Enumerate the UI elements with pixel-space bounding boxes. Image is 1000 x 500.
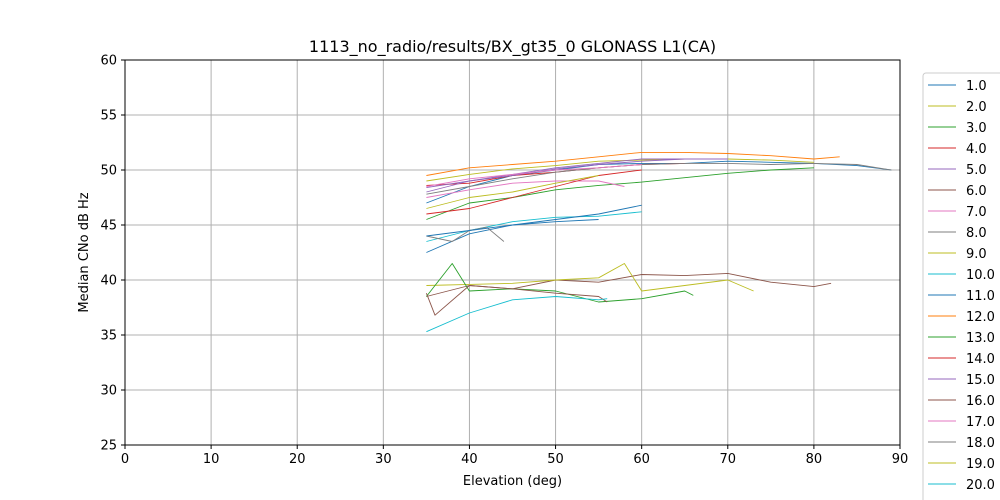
legend-label-5.0: 5.0 <box>966 163 987 178</box>
y-tick-label: 50 <box>100 164 117 179</box>
y-tick-label: 60 <box>100 54 117 69</box>
x-tick-label: 70 <box>720 452 737 467</box>
series-line-13.0 <box>426 263 694 303</box>
series-line-2.0 <box>426 158 814 182</box>
y-tick-label: 30 <box>100 384 117 399</box>
legend-label-19.0: 19.0 <box>966 457 995 472</box>
series-line-9.0 <box>426 263 754 292</box>
series-line-17.0 <box>426 164 642 187</box>
x-tick-label: 0 <box>121 452 129 467</box>
legend-box <box>922 72 1000 500</box>
x-axis-label: Elevation (deg) <box>463 474 562 489</box>
series-layer <box>425 151 892 333</box>
series-line-11.0 <box>426 204 642 253</box>
y-tick-label: 55 <box>100 109 117 124</box>
legend-label-12.0: 12.0 <box>966 310 995 325</box>
series-line-8.0 <box>426 162 892 195</box>
series-line-20.0 <box>426 296 608 333</box>
legend-label-6.0: 6.0 <box>966 184 987 199</box>
legend-label-4.0: 4.0 <box>966 142 987 157</box>
legend: 1.0 2.0 3.0 4.0 5.0 6.0 7.0 8.0 9.0 10.0 11.0 12.0 1… <box>922 72 1000 500</box>
axis-ticks: 0 10 20 30 40 50 60 70 80 90 25 30 35 40 45 50 55 60 <box>100 54 908 468</box>
legend-label-16.0: 16.0 <box>966 394 995 409</box>
y-tick-label: 25 <box>100 439 117 454</box>
legend-label-1.0: 1.0 <box>966 79 987 94</box>
chart-title: 1113_no_radio/results/BX_gt35_0 GLONASS … <box>309 37 716 57</box>
x-tick-label: 30 <box>375 452 392 467</box>
legend-label-14.0: 14.0 <box>966 352 995 367</box>
legend-label-7.0: 7.0 <box>966 205 987 220</box>
legend-label-13.0: 13.0 <box>966 331 995 346</box>
y-axis-label: Median CNo dB Hz <box>77 192 92 312</box>
series-line-21.0 <box>426 219 599 237</box>
legend-label-10.0: 10.0 <box>966 268 995 283</box>
legend-label-15.0: 15.0 <box>966 373 995 388</box>
legend-label-17.0: 17.0 <box>966 415 995 430</box>
legend-label-2.0: 2.0 <box>966 100 987 115</box>
series-line-14.0 <box>426 169 642 215</box>
series-line-19.0 <box>426 175 599 209</box>
x-tick-label: 80 <box>806 452 823 467</box>
x-tick-label: 10 <box>203 452 220 467</box>
series-line-16.0 <box>425 285 608 316</box>
y-tick-label: 40 <box>100 274 117 289</box>
x-tick-label: 60 <box>633 452 650 467</box>
series-line-3.0 <box>426 167 814 220</box>
y-tick-label: 45 <box>100 219 117 234</box>
plot-frame <box>124 59 901 446</box>
x-tick-label: 90 <box>892 452 909 467</box>
legend-label-9.0: 9.0 <box>966 247 987 262</box>
legend-label-11.0: 11.0 <box>966 289 995 304</box>
series-line-12.0 <box>426 151 840 176</box>
legend-label-8.0: 8.0 <box>966 226 987 241</box>
series-line-15.0 <box>426 158 728 193</box>
legend-label-18.0: 18.0 <box>966 436 995 451</box>
x-tick-label: 20 <box>289 452 306 467</box>
series-line-7.0 <box>426 180 625 198</box>
x-tick-label: 50 <box>547 452 564 467</box>
legend-label-20.0: 20.0 <box>966 478 995 493</box>
y-tick-label: 35 <box>100 329 117 344</box>
legend-label-3.0: 3.0 <box>966 121 987 136</box>
x-tick-label: 40 <box>461 452 478 467</box>
series-line-10.0 <box>426 211 642 242</box>
